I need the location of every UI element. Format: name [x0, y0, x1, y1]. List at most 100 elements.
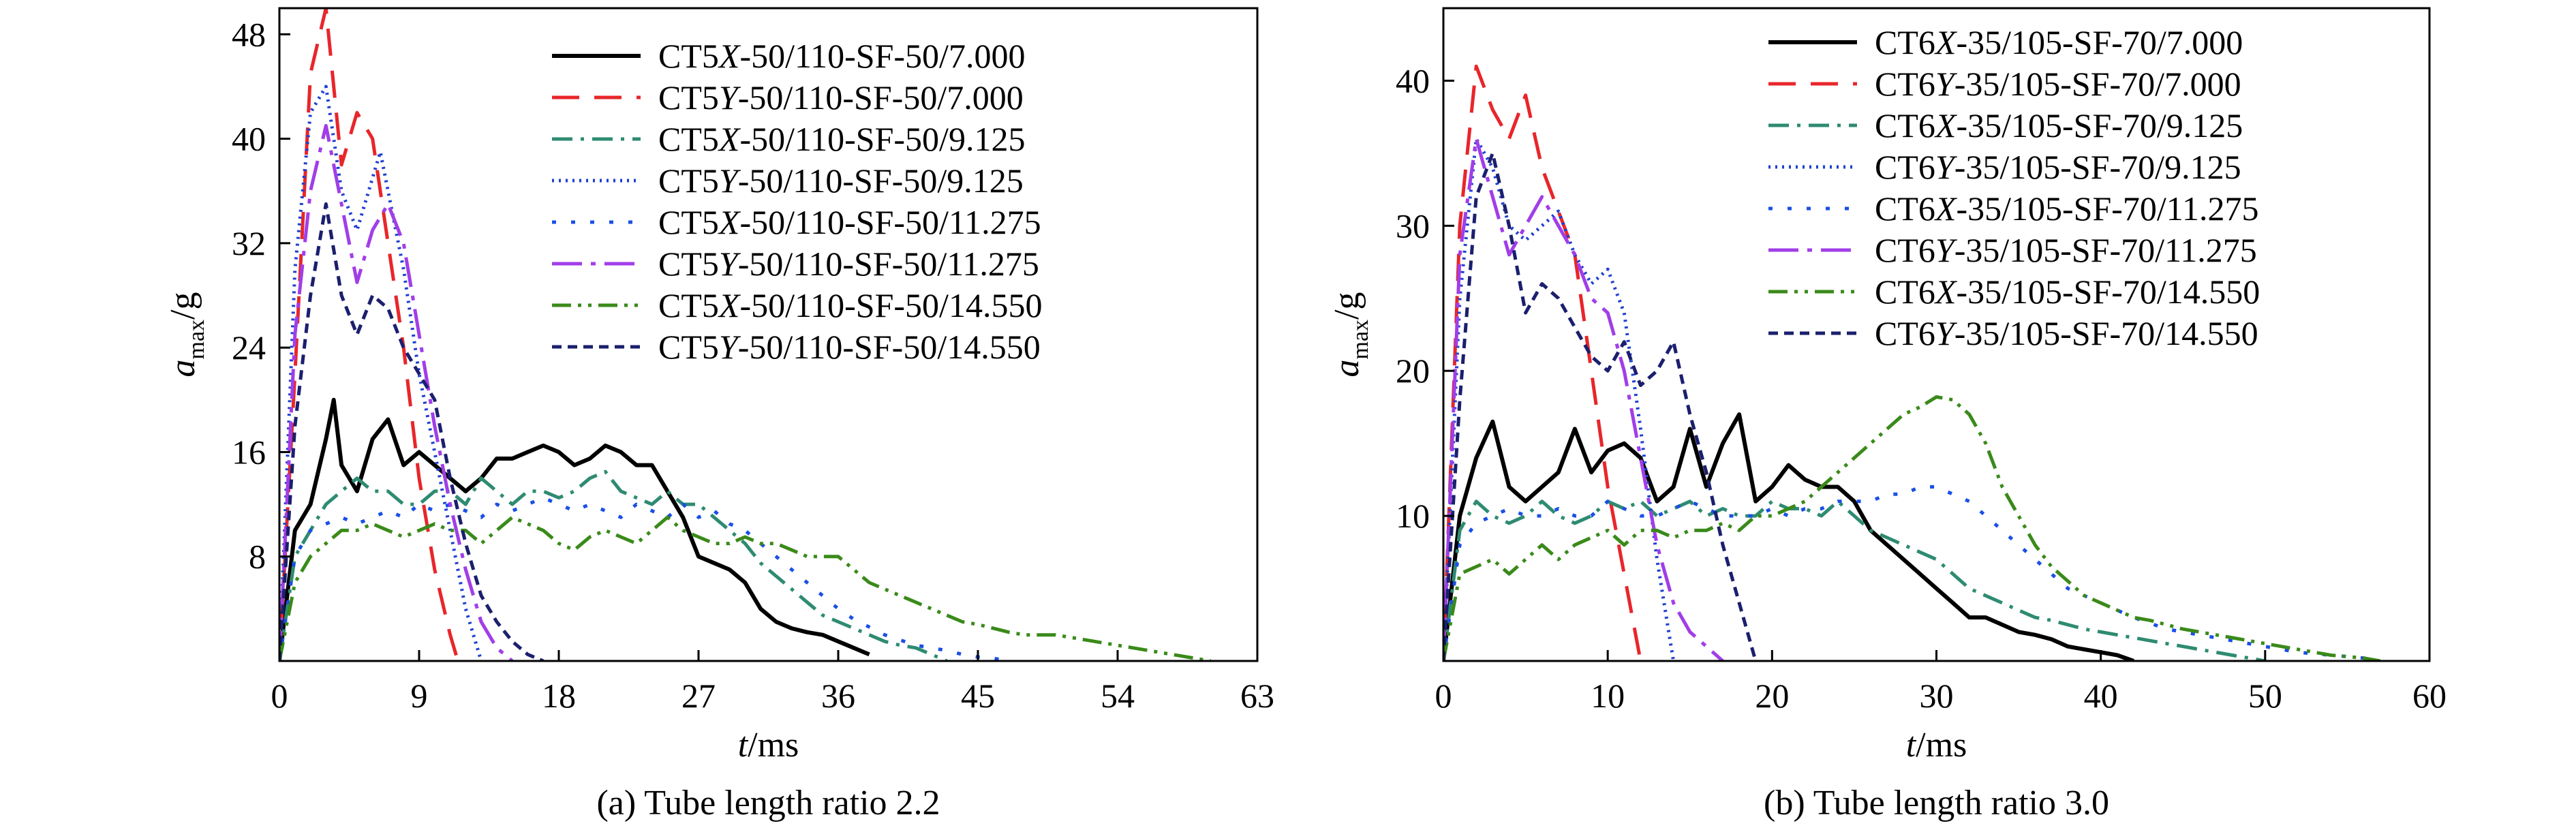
chart0-legend-label-1: CT5Y-50/110-SF-50/7.000 — [658, 78, 1024, 117]
chart1-legend-label-suffix-1: -35/105-SF-70/7.000 — [1954, 65, 2241, 103]
chart0-legend-label-suffix-6: -50/110-SF-50/14.550 — [739, 286, 1042, 324]
chart0-legend-label-prefix-7: CT5 — [658, 328, 719, 366]
chart1-x-axis-unit: /ms — [1916, 726, 1967, 765]
chart0-caption: (a) Tube length ratio 2.2 — [596, 784, 940, 822]
chart0-series-line-2 — [279, 469, 948, 661]
chart0-legend-label-suffix-1: -50/110-SF-50/7.000 — [738, 78, 1024, 117]
chart0-y-tick-label-1: 16 — [232, 433, 266, 471]
chart0-x-axis-var: t — [738, 726, 749, 765]
chart0-legend-label-6: CT5X-50/110-SF-50/14.550 — [658, 286, 1042, 324]
chart1-legend-label-prefix-4: CT6 — [1875, 189, 1935, 228]
chart0-series-line-4 — [279, 496, 1010, 661]
chart1-legend-label-axis-0: X — [1934, 23, 1958, 61]
chart0-y-tick-label-2: 24 — [232, 328, 266, 367]
chart1-y-axis-label: amax/g — [1328, 292, 1373, 378]
chart0-legend-label-prefix-0: CT5 — [658, 37, 719, 75]
chart1-legend-label-axis-5: Y — [1935, 231, 1958, 269]
chart0-legend-label-3: CT5Y-50/110-SF-50/9.125 — [658, 161, 1024, 200]
chart1-legend-label-suffix-2: -35/105-SF-70/9.125 — [1956, 106, 2243, 144]
chart1-legend-label-suffix-5: -35/105-SF-70/11.275 — [1954, 231, 2257, 269]
chart1-legend-label-axis-3: Y — [1935, 148, 1958, 186]
chart1-legend-label-5: CT6Y-35/105-SF-70/11.275 — [1875, 231, 2257, 269]
chart0-legend-label-axis-5: Y — [719, 245, 741, 283]
chart1-y-tick-label-1: 20 — [1396, 352, 1430, 390]
chart0-y-tick-label-5: 48 — [232, 15, 266, 53]
chart0-y-axis-unit: /g — [164, 292, 202, 320]
chart0-legend-label-axis-1: Y — [719, 78, 741, 117]
chart0-legend-label-5: CT5Y-50/110-SF-50/11.275 — [658, 245, 1039, 283]
chart1-x-tick-label-2: 20 — [1755, 677, 1789, 715]
chart1-legend-label-prefix-7: CT6 — [1875, 314, 1935, 352]
chart1-legend-label-suffix-6: -35/105-SF-70/14.550 — [1956, 273, 2260, 311]
chart1-legend-label-suffix-0: -35/105-SF-70/7.000 — [1956, 23, 2243, 61]
chart0-series-line-6 — [279, 515, 1212, 661]
chart0-y-tick-label-0: 8 — [249, 538, 266, 576]
chart1-y-axis-sub: max — [1348, 320, 1373, 360]
chart0-legend-label-2: CT5X-50/110-SF-50/9.125 — [658, 120, 1025, 158]
chart0-x-tick-label-6: 54 — [1101, 677, 1135, 715]
chart1-legend-label-prefix-5: CT6 — [1875, 231, 1935, 269]
chart1-legend-label-prefix-0: CT6 — [1875, 23, 1935, 61]
chart-panel-a: 0 9 18 27 36 45 54 63 8 16 24 32 40 48 t/ms amax/g (a) T… — [164, 7, 1274, 822]
chart0-legend-label-axis-7: Y — [719, 328, 741, 366]
chart1-y-tick-label-2: 30 — [1396, 206, 1430, 245]
chart1-legend-label-suffix-7: -35/105-SF-70/14.550 — [1954, 314, 2258, 352]
chart1-y-tick-label-0: 10 — [1396, 497, 1430, 535]
chart0-legend-label-prefix-3: CT5 — [658, 161, 719, 200]
chart0-legend-label-0: CT5X-50/110-SF-50/7.000 — [658, 37, 1025, 75]
chart1-legend-label-suffix-3: -35/105-SF-70/9.125 — [1954, 148, 2241, 186]
chart0-x-tick-label-1: 9 — [411, 677, 428, 715]
chart1-series-line-2 — [1443, 499, 2266, 661]
chart0-legend-label-4: CT5X-50/110-SF-50/11.275 — [658, 203, 1041, 241]
chart0-legend-label-prefix-6: CT5 — [658, 286, 719, 324]
chart1-x-tick-label-6: 60 — [2412, 677, 2447, 715]
chart0-series-group — [279, 8, 1212, 661]
chart0-x-tick-label-4: 36 — [821, 677, 855, 715]
chart1-legend-label-7: CT6Y-35/105-SF-70/14.550 — [1875, 314, 2258, 352]
chart0-series-line-3 — [279, 84, 483, 661]
chart0-legend-label-suffix-3: -50/110-SF-50/9.125 — [738, 161, 1024, 200]
chart1-series-line-4 — [1443, 485, 2381, 661]
chart0-legend-label-suffix-4: -50/110-SF-50/11.275 — [739, 203, 1041, 241]
chart0-x-axis-label: t/ms — [738, 726, 799, 765]
chart1-y-axis-var: a — [1328, 360, 1366, 378]
chart1-legend-label-prefix-1: CT6 — [1875, 65, 1935, 103]
chart1-legend-label-suffix-4: -35/105-SF-70/11.275 — [1956, 189, 2258, 228]
chart0-legend-label-prefix-1: CT5 — [658, 78, 719, 117]
chart0-legend-label-suffix-2: -50/110-SF-50/9.125 — [739, 120, 1025, 158]
chart1-x-axis-label: t/ms — [1906, 726, 1967, 765]
chart0-series-line-5 — [279, 123, 514, 661]
chart1-x-axis-var: t — [1906, 726, 1917, 765]
chart1-y-axis-unit: /g — [1328, 292, 1366, 320]
chart1-legend-label-axis-7: Y — [1935, 314, 1958, 352]
chart0-legend-label-suffix-5: -50/110-SF-50/11.275 — [738, 245, 1039, 283]
chart0-legend-label-prefix-4: CT5 — [658, 203, 719, 241]
chart0-legend-label-axis-6: X — [718, 286, 741, 324]
chart0-series-line-0 — [279, 397, 870, 661]
chart1-legend-label-axis-6: X — [1934, 273, 1958, 311]
chart1-x-tick-label-0: 0 — [1435, 677, 1452, 715]
chart1-legend-label-axis-4: X — [1934, 189, 1958, 228]
chart0-legend-label-axis-3: Y — [719, 161, 741, 200]
chart0-series-line-7 — [279, 202, 545, 661]
chart0-x-axis-unit: /ms — [748, 726, 799, 765]
chart1-legend-label-6: CT6X-35/105-SF-70/14.550 — [1875, 273, 2260, 311]
chart1-series-line-6 — [1443, 395, 2381, 661]
chart0-x-tick-label-0: 0 — [271, 677, 288, 715]
chart1-series-line-1 — [1443, 64, 1642, 661]
chart1-x-tick-label-4: 40 — [2084, 677, 2118, 715]
chart0-legend-label-7: CT5Y-50/110-SF-50/14.550 — [658, 328, 1041, 366]
chart1-legend-label-prefix-3: CT6 — [1875, 148, 1935, 186]
chart0-legend-label-axis-2: X — [718, 120, 741, 158]
chart0-x-tick-label-3: 27 — [681, 677, 716, 715]
chart1-x-tick-label-5: 50 — [2248, 677, 2282, 715]
chart1-series-line-0 — [1443, 412, 2134, 661]
chart1-y-tick-label-3: 40 — [1396, 61, 1430, 99]
chart-panel-b: 0 10 20 30 40 50 60 10 20 30 40 t/ms amax/g (b) Tube … — [1328, 7, 2447, 822]
chart0-plot-frame — [278, 7, 1259, 662]
chart1-legend-label-4: CT6X-35/105-SF-70/11.275 — [1875, 189, 2258, 228]
chart1-x-tick-label-3: 30 — [1920, 677, 1954, 715]
chart0-x-tick-label-5: 45 — [961, 677, 995, 715]
chart0-legend-label-prefix-2: CT5 — [658, 120, 719, 158]
